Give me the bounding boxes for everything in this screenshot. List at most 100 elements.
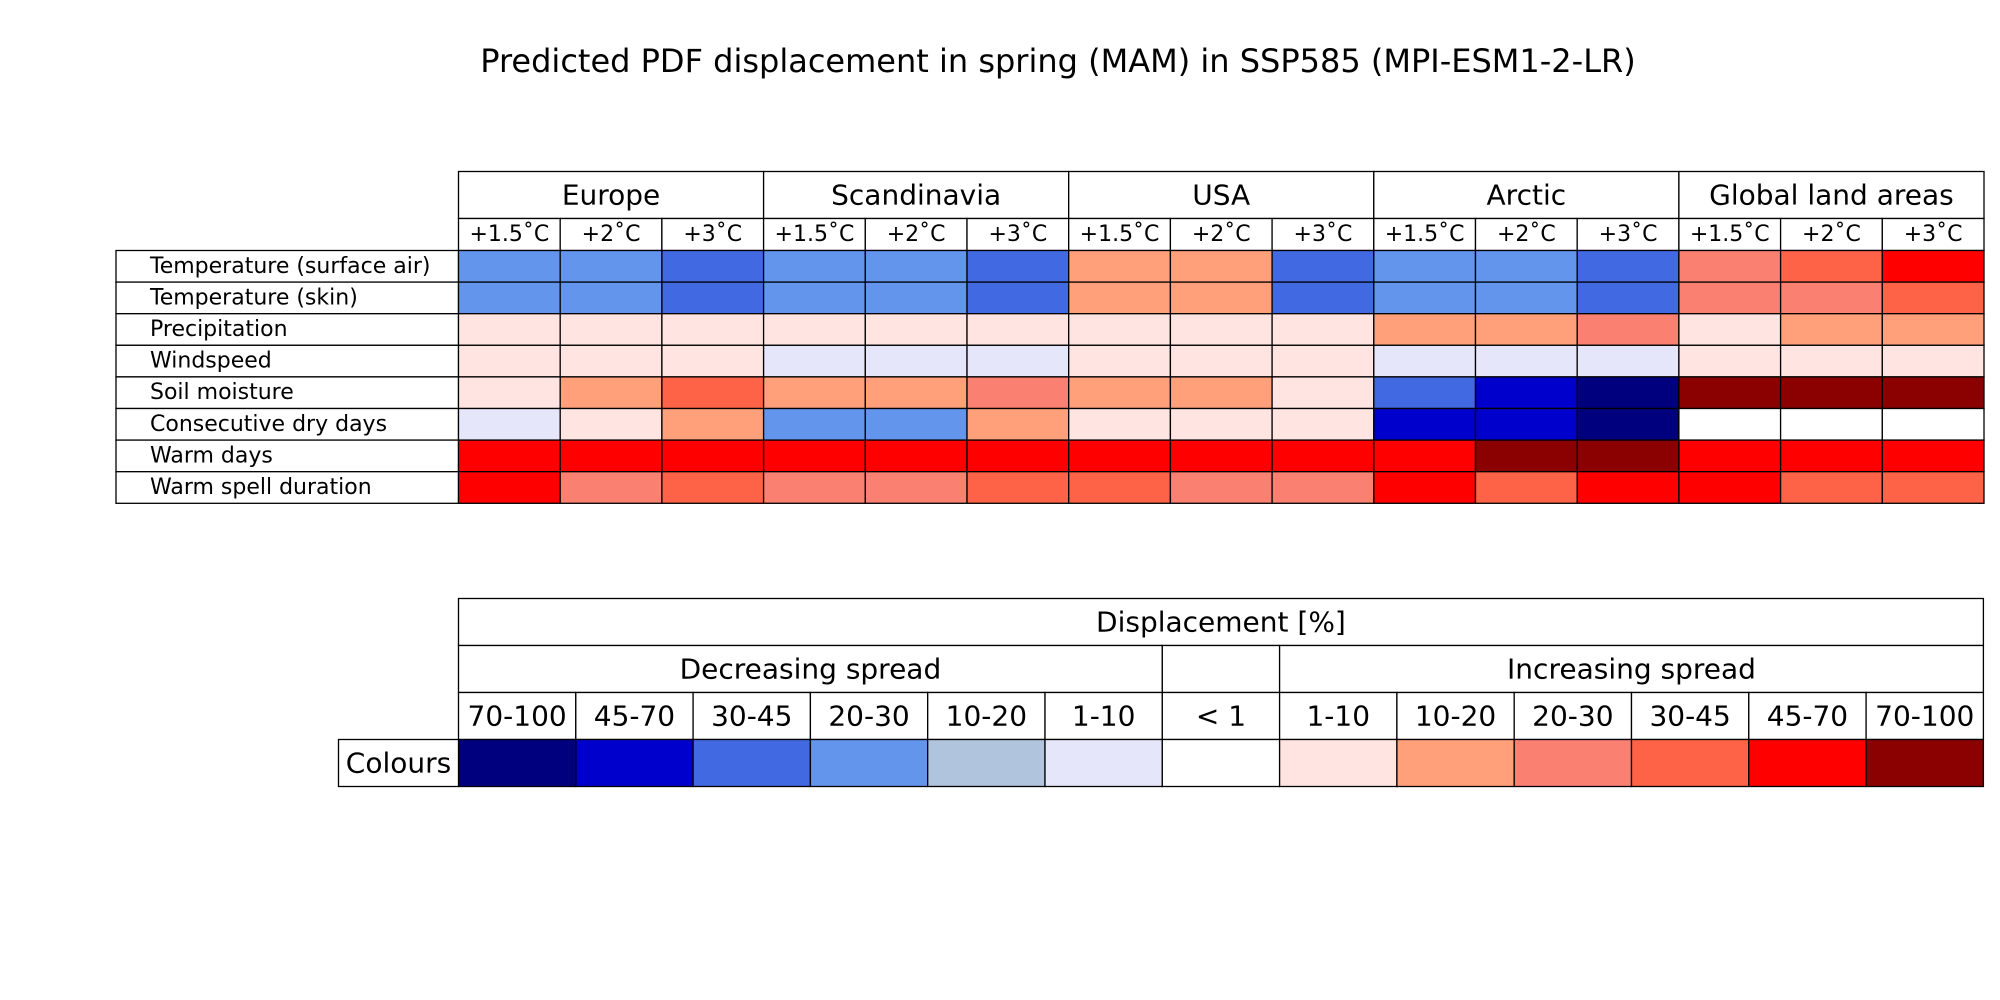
heatmap-cell bbox=[1881, 313, 1985, 346]
heatmap-cell bbox=[1271, 376, 1375, 410]
heatmap-cell bbox=[1169, 281, 1273, 315]
heatmap-cell bbox=[457, 313, 561, 346]
variable-label: Temperature (skin) bbox=[149, 285, 358, 310]
heatmap-cell bbox=[1881, 376, 1985, 410]
warming-level-header-cell bbox=[1881, 217, 1985, 252]
heatmap-cell bbox=[1271, 313, 1375, 346]
legend-table: Displacement [%] Decreasing spread Increas… bbox=[337, 597, 1985, 788]
warming-level-header-cell bbox=[457, 217, 561, 252]
heatmap-cell bbox=[1474, 313, 1578, 346]
variable-label: Consecutive dry days bbox=[150, 412, 387, 437]
heatmap-cell bbox=[1169, 439, 1273, 473]
legend-bin-label: 70-100 bbox=[468, 700, 567, 733]
heatmap-cell bbox=[1169, 376, 1273, 410]
legend-row-label-cell bbox=[337, 738, 460, 788]
heatmap-cell bbox=[1271, 281, 1375, 315]
heatmap-cell bbox=[1068, 313, 1172, 346]
heatmap-cell bbox=[1474, 376, 1578, 410]
heatmap-cell bbox=[864, 313, 968, 346]
heatmap-cell bbox=[559, 281, 663, 315]
heatmap-cell bbox=[864, 407, 968, 441]
legend-bin-label: 1-10 bbox=[1072, 700, 1136, 733]
legend-bin-label: 1-10 bbox=[1306, 700, 1370, 733]
heatmap-table: Europe +1.5˚C +2˚C +3˚C Scandinavia +1.5˚C +2˚… bbox=[115, 170, 1985, 504]
legend-bin-label: 30-45 bbox=[711, 700, 792, 733]
heatmap-cell bbox=[864, 344, 968, 378]
warming-level-label: +2˚C bbox=[887, 222, 946, 247]
heatmap-cell bbox=[1474, 407, 1578, 441]
heatmap-cell bbox=[1576, 439, 1680, 473]
heatmap-cell bbox=[762, 376, 866, 410]
heatmap-cell bbox=[864, 471, 968, 504]
warming-level-header-cell bbox=[1576, 217, 1680, 252]
heatmap-cell bbox=[457, 407, 561, 441]
heatmap-cell bbox=[661, 376, 765, 410]
heatmap-cell bbox=[1881, 439, 1985, 473]
heatmap-cell bbox=[1068, 344, 1172, 378]
heatmap-cell bbox=[1271, 439, 1375, 473]
heatmap-cell bbox=[1169, 471, 1273, 504]
warming-level-label: +3˚C bbox=[1294, 222, 1353, 247]
heatmap-cell bbox=[457, 376, 561, 410]
heatmap-cell bbox=[1881, 249, 1985, 283]
region-header-label: USA bbox=[1192, 179, 1250, 212]
warming-level-header-cell bbox=[762, 217, 866, 252]
heatmap-cell bbox=[1678, 439, 1782, 473]
warming-level-label: +1.5˚C bbox=[1690, 222, 1770, 247]
heatmap-cell bbox=[1474, 471, 1578, 504]
heatmap-cell bbox=[1169, 313, 1273, 346]
heatmap-cell bbox=[1169, 407, 1273, 441]
heatmap-cell bbox=[1576, 281, 1680, 315]
legend-color-swatch bbox=[1865, 738, 1985, 788]
legend-bin-label-cell bbox=[927, 691, 1046, 741]
warming-level-label: +1.5˚C bbox=[469, 222, 549, 247]
heatmap-cell bbox=[1373, 249, 1477, 283]
legend-bin-label-cell bbox=[1278, 691, 1398, 741]
legend-bin-label-cell bbox=[1748, 691, 1867, 741]
heatmap-cell bbox=[661, 471, 765, 504]
heatmap-cell bbox=[661, 281, 765, 315]
legend-bin-label: 30-45 bbox=[1649, 700, 1730, 733]
legend-color-swatch bbox=[1748, 738, 1867, 788]
heatmap-cell bbox=[1576, 249, 1680, 283]
heatmap-cell bbox=[1576, 407, 1680, 441]
heatmap-cell bbox=[559, 471, 663, 504]
heatmap-cell bbox=[864, 376, 968, 410]
region-header-label: Global land areas bbox=[1709, 179, 1954, 212]
warming-level-label: +1.5˚C bbox=[1080, 222, 1160, 247]
heatmap-cell bbox=[1779, 376, 1883, 410]
heatmap-cell bbox=[457, 439, 561, 473]
legend-color-swatch bbox=[1278, 738, 1398, 788]
heatmap-cell bbox=[1169, 344, 1273, 378]
heatmap-cell bbox=[1678, 344, 1782, 378]
legend-color-swatch bbox=[1161, 738, 1281, 788]
legend-bin-label: 20-30 bbox=[828, 700, 909, 733]
heatmap-cell bbox=[1678, 313, 1782, 346]
heatmap-cell bbox=[1271, 407, 1375, 441]
warming-level-header-cell bbox=[1678, 217, 1782, 252]
heatmap-cell bbox=[966, 471, 1070, 504]
increasing-spread-cell bbox=[1278, 644, 1985, 694]
warming-level-header-cell bbox=[1068, 217, 1172, 252]
warming-level-label: +3˚C bbox=[683, 222, 742, 247]
legend-color-swatch bbox=[1044, 738, 1163, 788]
variable-label: Windspeed bbox=[150, 349, 272, 374]
heatmap-cell bbox=[966, 313, 1070, 346]
heatmap-cell bbox=[966, 281, 1070, 315]
legend-title-cell bbox=[457, 597, 1985, 647]
legend-bin-label: 45-70 bbox=[1767, 700, 1848, 733]
heatmap-cell bbox=[1678, 407, 1782, 441]
variable-label: Soil moisture bbox=[150, 380, 294, 405]
warming-level-label: +3˚C bbox=[1599, 222, 1658, 247]
heatmap-cell bbox=[1373, 344, 1477, 378]
heatmap-cell bbox=[1271, 344, 1375, 378]
heatmap-cell bbox=[762, 281, 866, 315]
legend-color-swatch bbox=[927, 738, 1046, 788]
legend-color-swatch bbox=[575, 738, 694, 788]
heatmap-cell bbox=[864, 249, 968, 283]
heatmap-cell bbox=[457, 344, 561, 378]
chart-title: Predicted PDF displacement in spring (MA… bbox=[480, 42, 1636, 80]
heatmap-cell bbox=[661, 344, 765, 378]
heatmap-cell bbox=[457, 471, 561, 504]
